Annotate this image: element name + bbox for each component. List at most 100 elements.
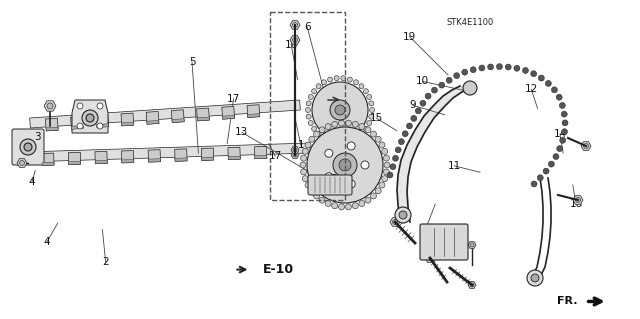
Circle shape <box>384 162 390 168</box>
Polygon shape <box>146 111 159 124</box>
Circle shape <box>553 153 559 160</box>
Circle shape <box>552 87 557 93</box>
Circle shape <box>396 147 401 153</box>
Text: 14: 14 <box>554 129 566 139</box>
Circle shape <box>292 23 298 27</box>
Circle shape <box>309 188 315 194</box>
Circle shape <box>367 121 372 125</box>
Circle shape <box>309 136 315 142</box>
Circle shape <box>369 114 374 119</box>
Circle shape <box>543 168 549 174</box>
Circle shape <box>347 142 355 150</box>
Circle shape <box>359 200 365 206</box>
Text: 4: 4 <box>29 177 35 187</box>
Circle shape <box>392 155 399 161</box>
Circle shape <box>308 121 313 125</box>
Circle shape <box>332 203 338 209</box>
Circle shape <box>470 243 474 247</box>
Circle shape <box>325 173 333 181</box>
Polygon shape <box>44 101 56 111</box>
Circle shape <box>364 89 369 94</box>
Circle shape <box>348 138 353 143</box>
Circle shape <box>395 207 411 223</box>
Circle shape <box>497 63 502 70</box>
Text: 6: 6 <box>304 22 310 32</box>
Circle shape <box>470 283 474 287</box>
Circle shape <box>428 256 433 261</box>
Circle shape <box>86 114 94 122</box>
Circle shape <box>328 77 333 82</box>
Polygon shape <box>390 218 400 226</box>
Circle shape <box>399 211 407 219</box>
Polygon shape <box>42 162 54 166</box>
Polygon shape <box>248 114 260 117</box>
Circle shape <box>314 131 319 137</box>
Polygon shape <box>71 125 83 129</box>
Polygon shape <box>147 121 159 124</box>
Circle shape <box>371 193 376 199</box>
Text: 16: 16 <box>285 40 298 50</box>
Circle shape <box>431 87 438 93</box>
Circle shape <box>325 149 333 157</box>
Polygon shape <box>96 115 109 128</box>
Circle shape <box>321 80 326 85</box>
Polygon shape <box>172 110 184 122</box>
Polygon shape <box>255 155 267 159</box>
Circle shape <box>346 204 351 210</box>
Polygon shape <box>122 160 134 163</box>
Polygon shape <box>72 100 108 133</box>
Circle shape <box>411 115 417 122</box>
Circle shape <box>531 181 537 187</box>
Text: 4: 4 <box>44 237 50 248</box>
Circle shape <box>335 105 345 115</box>
Circle shape <box>77 123 83 129</box>
Circle shape <box>559 102 565 108</box>
Circle shape <box>97 103 103 109</box>
Circle shape <box>301 155 307 161</box>
Circle shape <box>531 274 539 282</box>
Circle shape <box>359 123 365 130</box>
Text: E-10: E-10 <box>262 263 294 276</box>
Circle shape <box>470 67 476 73</box>
Circle shape <box>584 144 589 149</box>
Polygon shape <box>228 156 240 160</box>
Circle shape <box>321 135 326 140</box>
Polygon shape <box>291 146 299 153</box>
Circle shape <box>348 77 353 82</box>
Circle shape <box>302 176 308 182</box>
Circle shape <box>353 135 358 140</box>
Circle shape <box>383 155 389 161</box>
Circle shape <box>97 123 103 129</box>
Polygon shape <box>581 142 591 150</box>
Text: 7: 7 <box>330 174 336 184</box>
Polygon shape <box>202 148 214 160</box>
Polygon shape <box>197 117 209 121</box>
Polygon shape <box>222 107 235 119</box>
Circle shape <box>312 82 368 138</box>
Polygon shape <box>468 282 476 288</box>
Polygon shape <box>68 152 81 165</box>
Circle shape <box>334 139 339 144</box>
Text: 18: 18 <box>570 199 582 209</box>
Circle shape <box>379 182 385 188</box>
Polygon shape <box>175 158 187 161</box>
FancyBboxPatch shape <box>308 175 352 195</box>
Polygon shape <box>175 149 187 161</box>
Polygon shape <box>247 105 260 117</box>
Text: 13: 13 <box>236 127 248 137</box>
Circle shape <box>425 93 431 99</box>
Circle shape <box>305 182 311 188</box>
Circle shape <box>545 80 551 86</box>
Text: 10: 10 <box>416 76 429 86</box>
Circle shape <box>19 160 24 166</box>
Polygon shape <box>573 196 583 204</box>
Circle shape <box>365 127 371 133</box>
Circle shape <box>561 129 568 135</box>
Circle shape <box>305 108 310 113</box>
Text: STK4E1100: STK4E1100 <box>447 19 494 27</box>
Circle shape <box>527 270 543 286</box>
Circle shape <box>359 84 364 89</box>
Polygon shape <box>172 119 184 122</box>
Circle shape <box>352 121 358 127</box>
Text: 19: 19 <box>403 32 416 42</box>
